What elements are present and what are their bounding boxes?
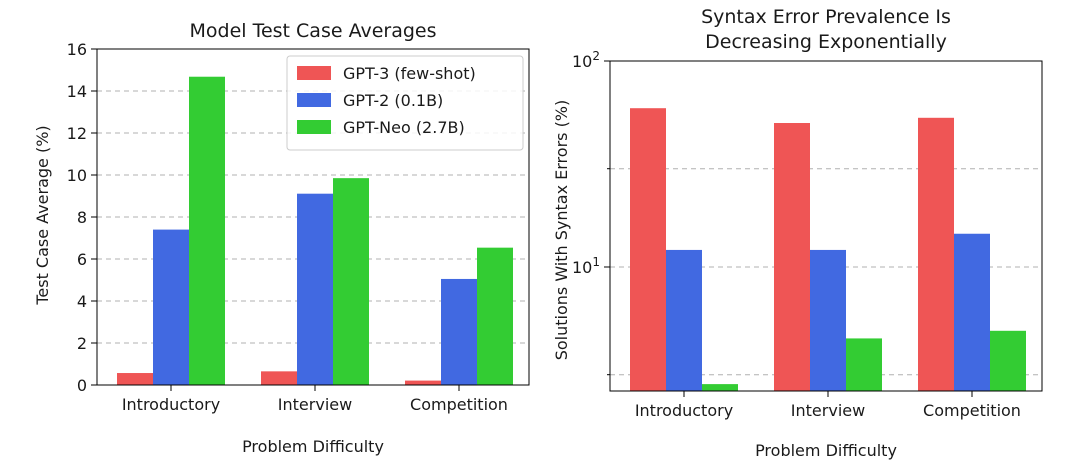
bar	[153, 229, 189, 385]
y-axis-label: Test Case Average (%)	[33, 125, 52, 305]
bar	[333, 178, 369, 385]
chart-title: Model Test Case Averages	[190, 20, 437, 42]
legend-label: GPT-3 (few-shot)	[343, 64, 476, 83]
legend-label: GPT-2 (0.1B)	[343, 91, 443, 110]
legend-swatch	[297, 66, 331, 80]
legend: GPT-3 (few-shot) GPT-2 (0.1B) GPT-Neo (2.7…	[286, 55, 524, 151]
y-tick-label: 14	[67, 82, 87, 101]
bar	[297, 193, 333, 385]
bar	[630, 108, 666, 392]
chart-title-line-1: Syntax Error Prevalence Is	[701, 6, 951, 28]
x-tick-label: Introductory	[635, 401, 733, 420]
bar	[774, 123, 810, 391]
bar	[261, 371, 297, 385]
bar	[189, 76, 225, 385]
x-tick-label: Interview	[791, 401, 865, 420]
syntax-error-chart: Syntax Error Prevalence Is Decreasing Ex…	[552, 6, 1043, 460]
y-tick-label: 8	[77, 208, 87, 227]
bar	[990, 330, 1026, 391]
y-tick-label: 4	[77, 292, 87, 311]
y-tick-label: 6	[77, 250, 87, 269]
x-axis-label: Problem Difficulty	[755, 441, 897, 460]
y-tick-label: 101	[572, 255, 600, 277]
x-axis-label: Problem Difficulty	[242, 437, 384, 456]
bar	[477, 247, 513, 385]
plot-frame	[609, 60, 1043, 392]
y-tick-label: 2	[77, 334, 87, 353]
y-tick-label: 102	[572, 49, 600, 71]
bar	[405, 380, 441, 385]
bar	[117, 373, 153, 385]
bar	[954, 233, 990, 391]
bar	[810, 249, 846, 391]
bar	[666, 249, 702, 391]
legend-swatch	[297, 120, 331, 134]
y-axis-label: Solutions With Syntax Errors (%)	[552, 100, 571, 361]
chart-title-line-2: Decreasing Exponentially	[705, 31, 947, 53]
bar	[918, 117, 954, 391]
y-tick-label: 0	[77, 376, 87, 395]
legend-box	[286, 55, 524, 151]
x-tick-label: Introductory	[122, 395, 220, 414]
x-tick-label: Interview	[278, 395, 352, 414]
bar	[846, 338, 882, 391]
x-tick-label: Competition	[923, 401, 1021, 420]
test-case-averages-chart: Model Test Case Averages Problem Difficu…	[33, 20, 530, 456]
legend-label: GPT-Neo (2.7B)	[343, 118, 465, 137]
y-tick-label: 16	[67, 40, 87, 59]
x-tick-label: Competition	[410, 395, 508, 414]
y-tick-label: 10	[67, 166, 87, 185]
bar	[702, 384, 738, 391]
bar	[441, 278, 477, 385]
y-tick-label: 12	[67, 124, 87, 143]
legend-swatch	[297, 93, 331, 107]
